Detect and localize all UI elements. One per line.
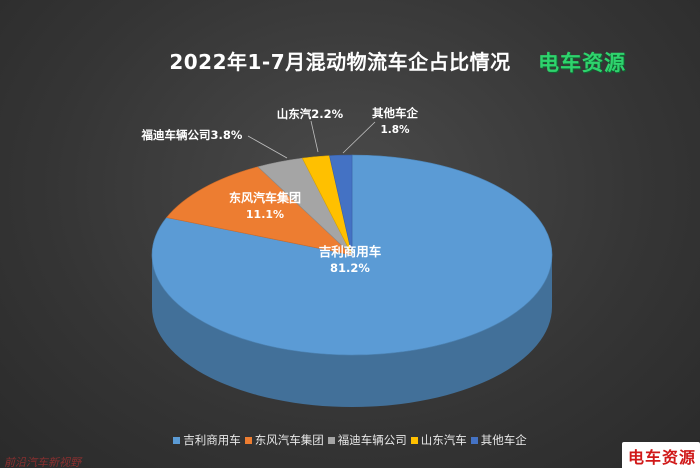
pie-slice-side-0: [152, 255, 552, 407]
pie-label-value-4: 1.8%: [380, 124, 410, 136]
pie-slice-4: [329, 154, 353, 256]
legend-label-3: 山东汽车: [420, 433, 467, 447]
legend-swatch-2: [327, 436, 335, 444]
pie-label-2: 福迪车辆公司3.8%: [141, 128, 243, 142]
pie-label-name-4: 其他车企: [372, 106, 418, 120]
pie-label-name-0: 吉利商用车: [319, 244, 382, 259]
watermark-text: 前沿汽车新视野: [4, 456, 81, 468]
pie-labels: 吉利商用车 81.2% 东风汽车集团 11.1% 福迪车辆公司3.8% 山东汽2.2% 其他…: [141, 106, 419, 275]
legend-swatch-0: [173, 436, 181, 444]
brand-logo-top: 电车资源: [538, 51, 626, 75]
legend-item-4: 其他车企: [470, 432, 527, 448]
legend-item-0: 吉利商用车: [173, 432, 241, 448]
pie-label-3: 山东汽2.2%: [277, 107, 344, 121]
pie-label-name-3: 山东汽: [277, 107, 312, 121]
pie-slice-1: [166, 166, 353, 256]
pie-label-name-1: 东风汽车集团: [229, 190, 301, 205]
pie-label-value-1: 11.1%: [246, 208, 284, 221]
chart-title: 2022年1-7月混动物流车企占比情况: [169, 50, 511, 74]
legend-swatch-4: [470, 436, 478, 444]
pie-label-value-3: 2.2%: [311, 107, 343, 121]
legend-label-1: 东风汽车集团: [254, 433, 324, 447]
brand-logo-bottom: 电车资源: [622, 442, 700, 468]
chart-legend: 吉利商用车 东风汽车集团 福迪车辆公司 山东汽车 其他车企: [0, 432, 700, 448]
legend-swatch-3: [410, 436, 418, 444]
pie-label-value-2: 3.8%: [211, 128, 243, 142]
pie-label-name-2: 福迪车辆公司: [141, 128, 211, 142]
pie-leader-line-4: [342, 121, 376, 154]
legend-item-3: 山东汽车: [410, 432, 467, 448]
pie-leader-line-3: [310, 120, 319, 153]
legend-label-4: 其他车企: [480, 433, 527, 447]
legend-swatch-1: [244, 436, 252, 444]
pie-side-group: [152, 255, 552, 407]
legend-label-0: 吉利商用车: [183, 433, 241, 447]
legend-label-2: 福迪车辆公司: [337, 433, 407, 447]
legend-item-1: 东风汽车集团: [244, 432, 324, 448]
legend-item-2: 福迪车辆公司: [327, 432, 407, 448]
pie-top-group: [151, 154, 553, 356]
pie-label-value-0: 81.2%: [330, 261, 370, 275]
pie-leader-line-2: [247, 135, 288, 159]
